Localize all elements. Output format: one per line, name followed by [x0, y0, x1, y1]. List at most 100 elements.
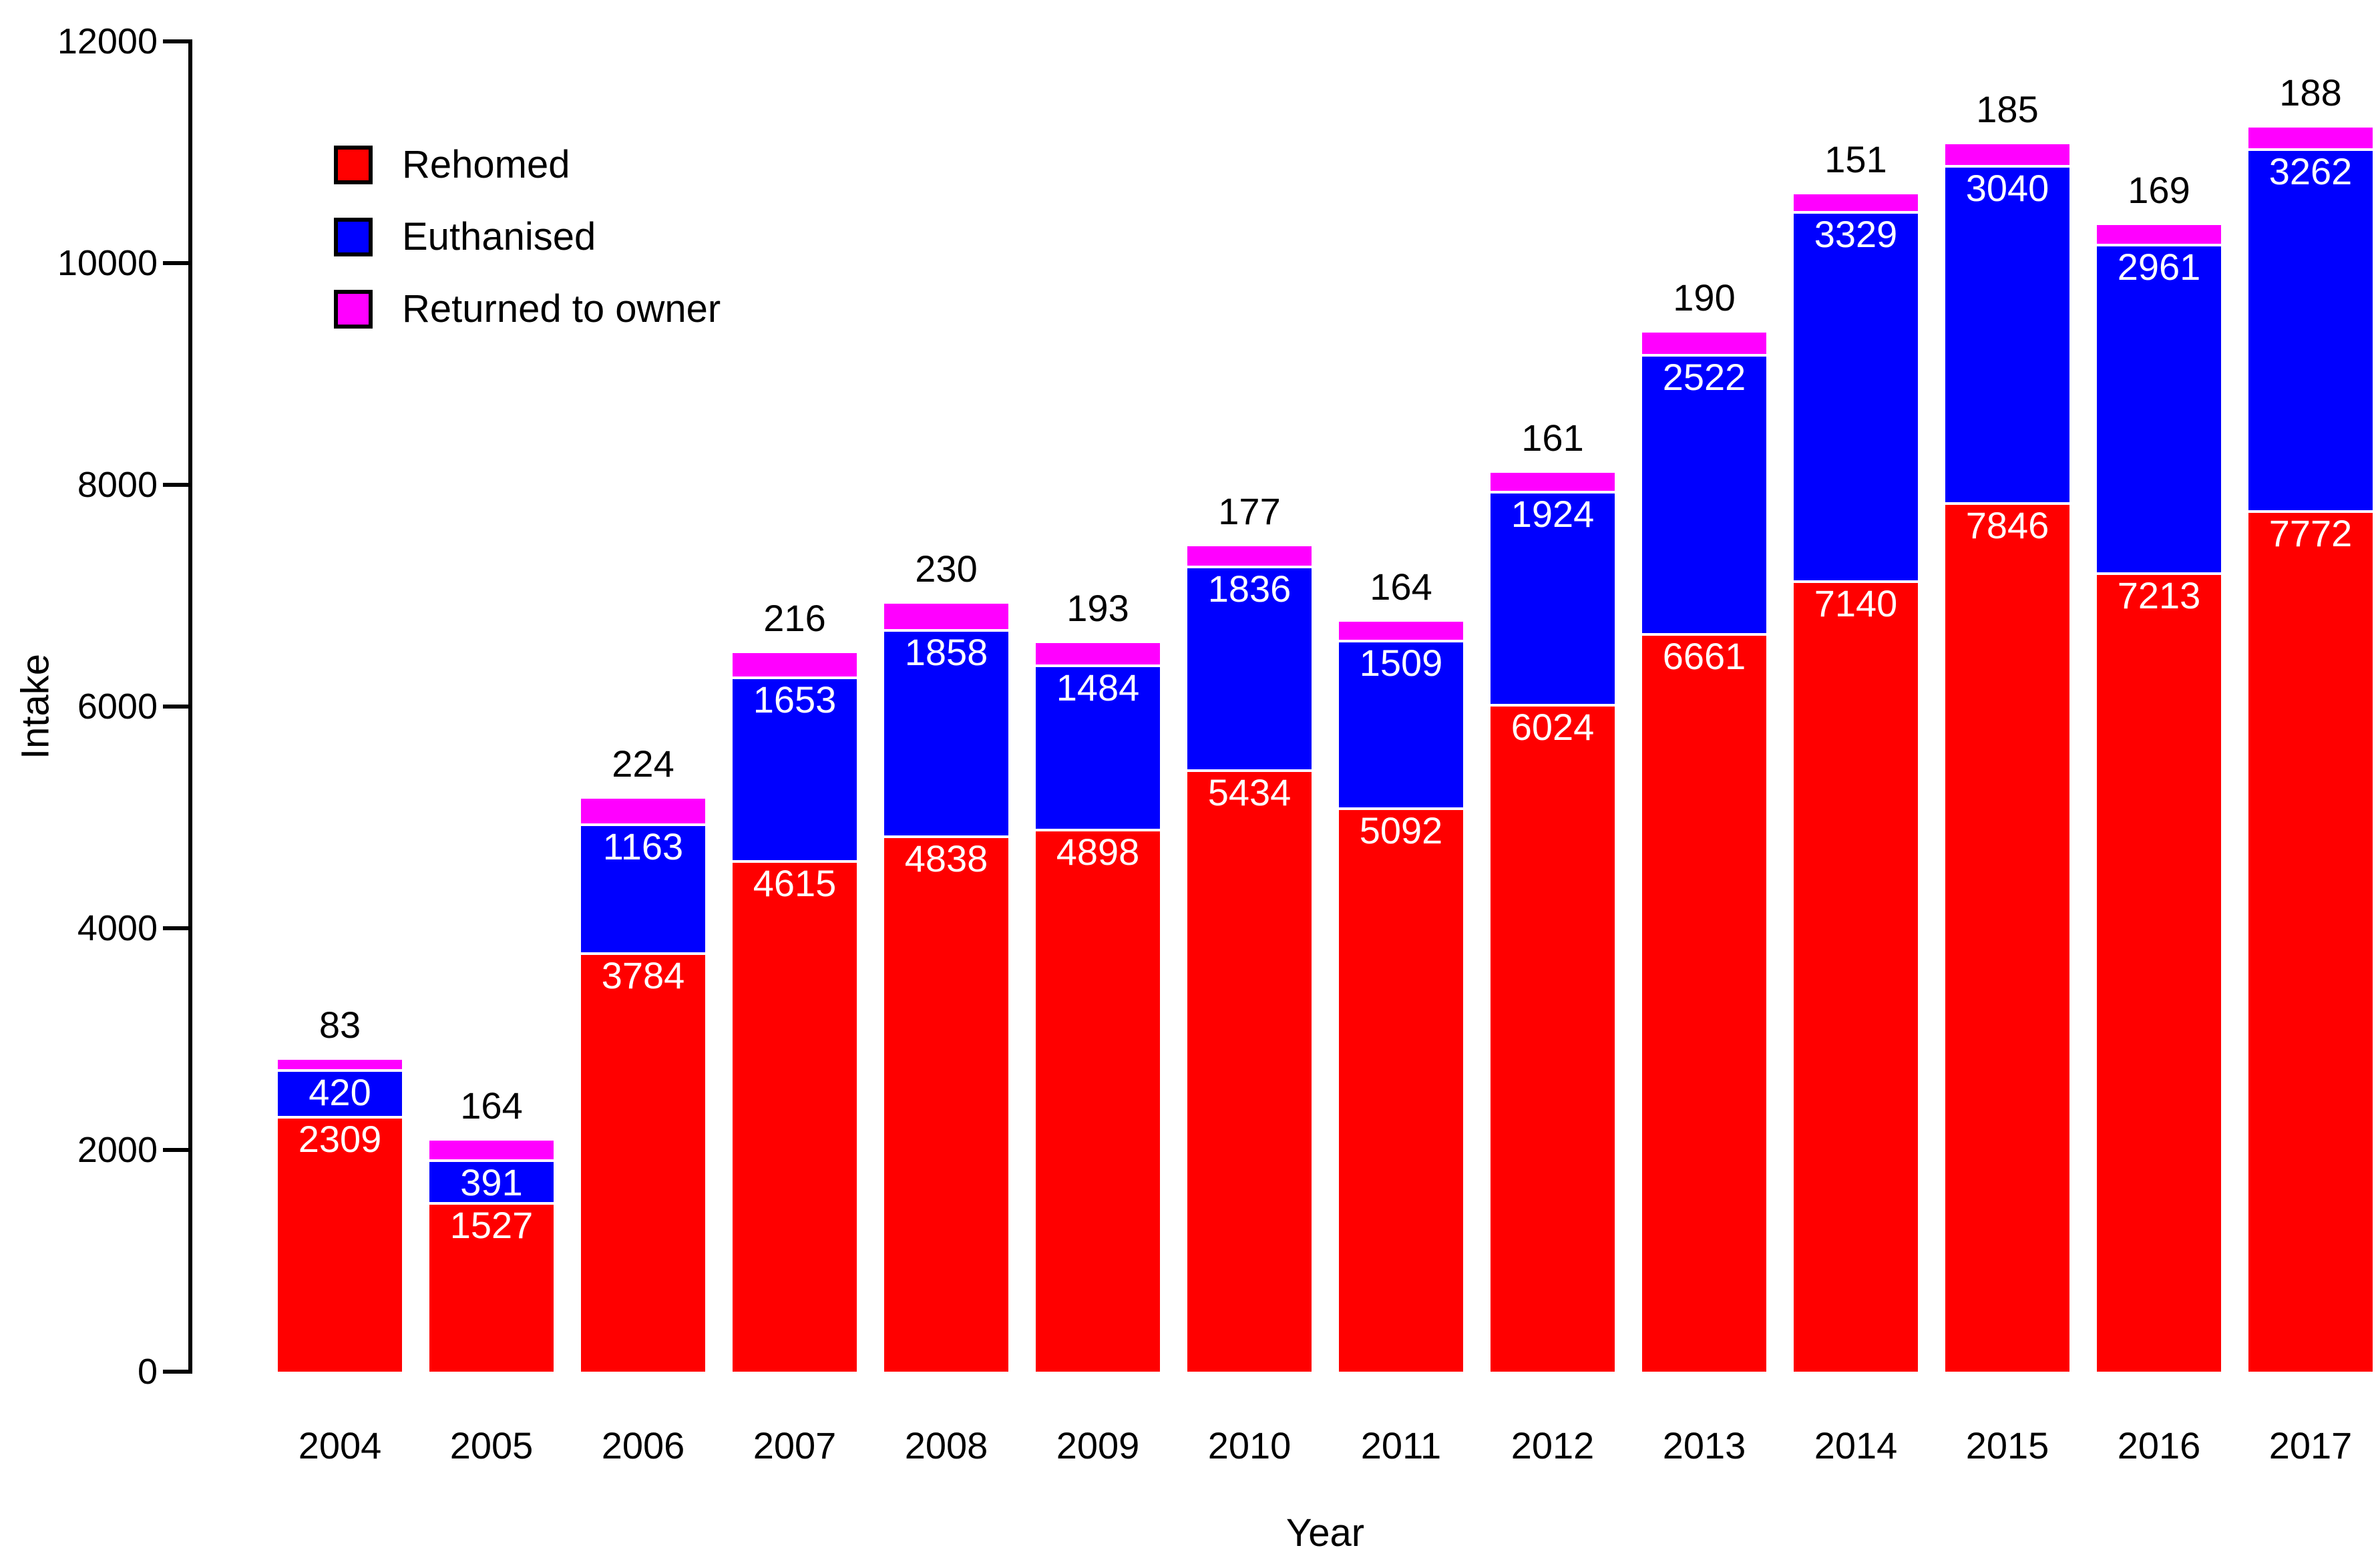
- bar-top-label-2004: 83: [319, 1004, 361, 1046]
- bar-segment-returned-to-owner-2014: [1794, 194, 1918, 212]
- bar-value-label-euthanised-2006: 1163: [602, 825, 684, 867]
- bar-segment-euthanised-2007: 1653: [733, 676, 857, 860]
- bar-segment-euthanised-2011: 1509: [1339, 640, 1463, 807]
- bar-top-label-2009: 193: [1066, 586, 1129, 629]
- bar-group-2004: 83 420 2309: [278, 1006, 402, 1372]
- bar-segment-euthanised-2013: 2522: [1642, 353, 1766, 634]
- bar-group-2005: 164 391 1527: [429, 1087, 554, 1372]
- bar-segment-rehomed-2010: 5434: [1187, 769, 1312, 1372]
- x-tick-label-2012: 2012: [1511, 1424, 1595, 1466]
- x-axis-title: Year: [1285, 1511, 1365, 1555]
- bar-top-label-2011: 164: [1370, 566, 1432, 608]
- x-tick-label-2013: 2013: [1662, 1424, 1746, 1466]
- legend-item-returned-to-owner: Returned to owner: [334, 288, 721, 330]
- y-tick-label-10000: 10000: [57, 243, 158, 283]
- bar-segment-rehomed-2008: 4838: [884, 835, 1008, 1372]
- bar-top-label-2006: 224: [612, 742, 674, 785]
- bar-segment-returned-to-owner-2004: [278, 1060, 402, 1069]
- bar-segment-euthanised-2015: 3040: [1945, 164, 2069, 502]
- bar-segment-rehomed-2004: 2309: [278, 1115, 402, 1372]
- y-tick-label-4000: 4000: [77, 908, 158, 948]
- bar-segment-rehomed-2012: 6024: [1491, 703, 1615, 1372]
- bar-group-2012: 161 1924 6024: [1491, 419, 1615, 1372]
- bar-value-label-rehomed-2009: 4898: [1056, 830, 1140, 873]
- bar-segment-returned-to-owner-2005: [429, 1141, 554, 1159]
- bar-segment-euthanised-2017: 3262: [2248, 148, 2373, 510]
- bar-value-label-rehomed-2015: 7846: [1965, 504, 2049, 546]
- bar-value-label-euthanised-2004: 420: [309, 1070, 371, 1113]
- bar-value-label-rehomed-2016: 7213: [2117, 574, 2201, 616]
- bar-segment-rehomed-2017: 7772: [2248, 510, 2373, 1372]
- y-tick-10000: [163, 261, 188, 265]
- x-tick-label-2007: 2007: [753, 1424, 837, 1466]
- bar-top-label-2012: 161: [1521, 416, 1584, 459]
- bar-segment-rehomed-2015: 7846: [1945, 502, 2069, 1372]
- bar-segment-euthanised-2005: 391: [429, 1159, 554, 1203]
- bar-value-label-rehomed-2014: 7140: [1814, 582, 1898, 624]
- y-tick-12000: [163, 39, 188, 43]
- bar-segment-returned-to-owner-2006: [581, 798, 705, 823]
- bar-group-2016: 169 2961 7213: [2097, 172, 2221, 1372]
- legend-label-euthanised: Euthanised: [402, 215, 596, 258]
- y-axis-line: [188, 39, 192, 1374]
- bar-segment-euthanised-2010: 1836: [1187, 566, 1312, 769]
- bar-top-label-2005: 164: [460, 1085, 523, 1127]
- bar-value-label-rehomed-2004: 2309: [298, 1117, 382, 1160]
- y-tick-8000: [163, 483, 188, 487]
- y-tick-4000: [163, 926, 188, 930]
- bar-segment-rehomed-2011: 5092: [1339, 807, 1463, 1372]
- x-tick-label-2011: 2011: [1360, 1424, 1442, 1466]
- bar-value-label-rehomed-2017: 7772: [2268, 512, 2353, 554]
- legend-label-returned-to-owner: Returned to owner: [402, 287, 721, 331]
- bar-value-label-euthanised-2005: 391: [460, 1161, 523, 1203]
- bar-top-label-2016: 169: [2128, 169, 2190, 212]
- bar-segment-rehomed-2006: 3784: [581, 952, 705, 1372]
- bar-value-label-euthanised-2012: 1924: [1511, 492, 1595, 535]
- bar-segment-rehomed-2009: 4898: [1036, 828, 1160, 1372]
- bar-value-label-euthanised-2010: 1836: [1207, 568, 1292, 610]
- bar-segment-returned-to-owner-2009: [1036, 642, 1160, 664]
- y-tick-label-6000: 6000: [77, 687, 158, 727]
- legend-item-rehomed: Rehomed: [334, 144, 721, 186]
- bar-value-label-euthanised-2008: 1858: [904, 631, 988, 674]
- bar-segment-returned-to-owner-2010: [1187, 546, 1312, 566]
- x-tick-label-2008: 2008: [904, 1424, 988, 1466]
- bar-segment-returned-to-owner-2012: [1491, 472, 1615, 491]
- legend: Rehomed Euthanised Returned to owner: [334, 144, 721, 361]
- bar-top-label-2007: 216: [763, 596, 826, 639]
- bar-value-label-rehomed-2006: 3784: [601, 954, 685, 996]
- bar-top-label-2008: 230: [915, 548, 978, 590]
- x-tick-label-2017: 2017: [2268, 1424, 2353, 1466]
- legend-swatch-euthanised: [334, 218, 373, 256]
- bar-top-label-2017: 188: [2279, 71, 2342, 114]
- bar-value-label-euthanised-2009: 1484: [1056, 666, 1140, 709]
- bar-value-label-rehomed-2013: 6661: [1662, 635, 1746, 678]
- y-tick-6000: [163, 705, 188, 709]
- bar-value-label-euthanised-2007: 1653: [753, 678, 837, 721]
- bar-group-2006: 224 1163 3784: [581, 745, 705, 1372]
- bar-value-label-rehomed-2008: 4838: [904, 837, 988, 879]
- x-tick-label-2010: 2010: [1207, 1424, 1292, 1466]
- bar-segment-euthanised-2014: 3329: [1794, 211, 1918, 580]
- bar-segment-euthanised-2006: 1163: [581, 823, 705, 952]
- bar-group-2007: 216 1653 4615: [733, 599, 857, 1372]
- bar-group-2013: 190 2522 6661: [1642, 279, 1766, 1372]
- legend-swatch-returned-to-owner: [334, 290, 373, 329]
- bar-segment-euthanised-2004: 420: [278, 1068, 402, 1116]
- bar-value-label-rehomed-2012: 6024: [1511, 705, 1595, 748]
- y-tick-2000: [163, 1148, 188, 1152]
- y-tick-0: [163, 1370, 188, 1374]
- bar-segment-rehomed-2007: 4615: [733, 859, 857, 1372]
- bar-group-2017: 188 3262 7772: [2248, 74, 2373, 1372]
- bar-segment-returned-to-owner-2011: [1339, 622, 1463, 640]
- y-tick-label-8000: 8000: [77, 465, 158, 505]
- bar-segment-euthanised-2009: 1484: [1036, 664, 1160, 829]
- legend-label-rehomed: Rehomed: [402, 143, 570, 186]
- bar-value-label-euthanised-2014: 3329: [1814, 213, 1898, 256]
- bar-segment-euthanised-2016: 2961: [2097, 244, 2221, 572]
- x-tick-label-2004: 2004: [298, 1424, 382, 1466]
- legend-item-euthanised: Euthanised: [334, 216, 721, 258]
- bar-group-2008: 230 1858 4838: [884, 550, 1008, 1372]
- bar-segment-rehomed-2005: 1527: [429, 1202, 554, 1372]
